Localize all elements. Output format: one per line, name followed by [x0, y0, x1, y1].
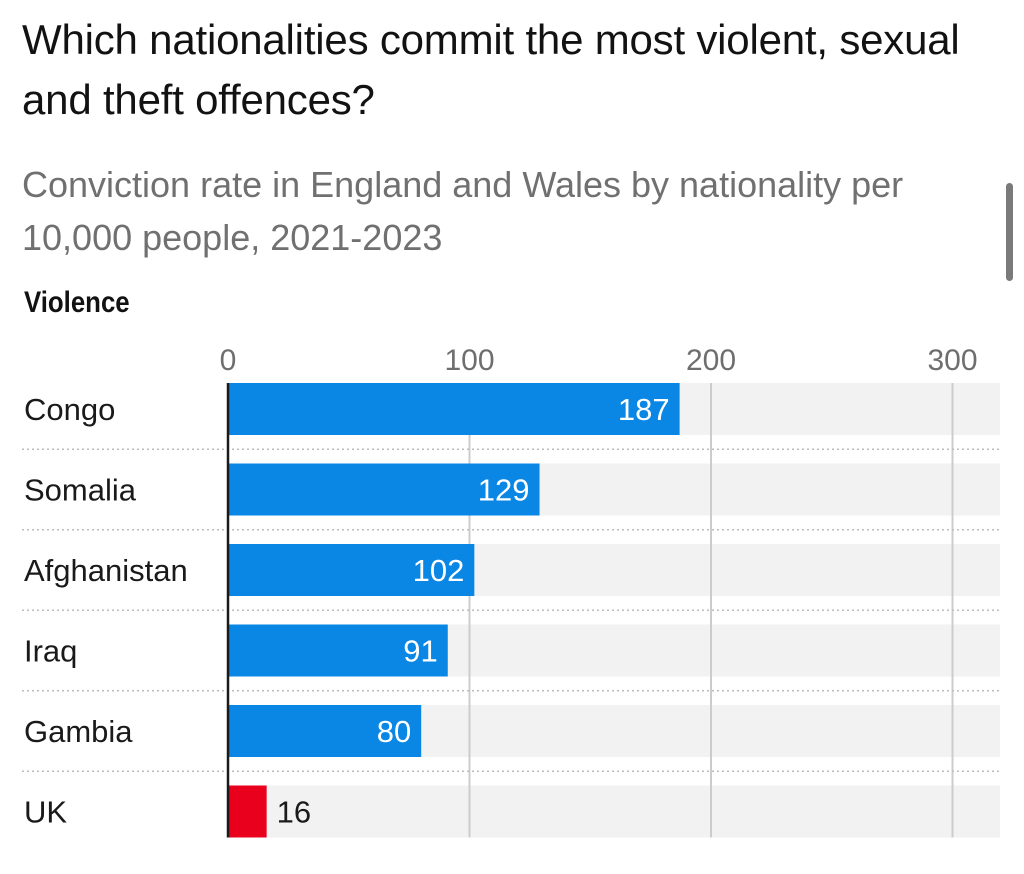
- bar-iraq: [228, 624, 448, 677]
- scrollbar[interactable]: [1006, 183, 1013, 281]
- category-label: Afghanistan: [24, 553, 188, 588]
- value-label: 80: [377, 714, 411, 749]
- category-label: UK: [24, 795, 67, 830]
- bar-gambia: [228, 705, 422, 757]
- section-label-violence: Violence: [24, 286, 130, 319]
- category-label: Iraq: [24, 634, 77, 669]
- category-label: Somalia: [24, 473, 137, 508]
- x-tick-label: 0: [220, 344, 237, 377]
- bar-chart: 0 100 200 300 187 Congo 129 Somalia 102 Afghanist…: [22, 344, 1000, 838]
- x-tick-label: 300: [927, 344, 977, 377]
- value-label: 16: [277, 795, 311, 830]
- x-tick-label: 200: [686, 344, 736, 377]
- bar-uk: [228, 785, 267, 838]
- value-label: 187: [618, 392, 670, 427]
- chart-subtitle: Conviction rate in England and Wales by …: [22, 164, 904, 258]
- value-label: 91: [403, 634, 437, 669]
- bar-afghanistan: [228, 544, 475, 596]
- category-label: Congo: [24, 392, 115, 427]
- bar-track: [228, 785, 1000, 838]
- value-label: 129: [478, 473, 530, 508]
- bar-congo: [228, 383, 680, 435]
- x-tick-label: 100: [444, 344, 494, 377]
- chart-title: Which nationalities commit the most viol…: [22, 16, 960, 123]
- bar-somalia: [228, 463, 540, 516]
- value-label: 102: [413, 553, 465, 588]
- category-label: Gambia: [24, 714, 133, 749]
